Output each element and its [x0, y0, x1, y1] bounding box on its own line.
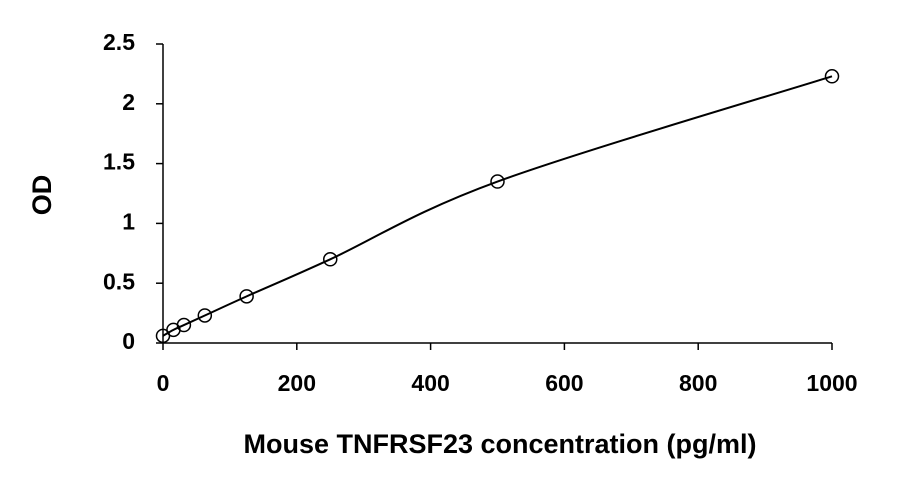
y-tick-label: 1.5 [103, 149, 135, 175]
x-tick-label: 0 [157, 370, 170, 396]
data-point [490, 174, 505, 189]
x-tick-label: 400 [411, 370, 449, 396]
x-tick-label: 800 [679, 370, 717, 396]
x-tick-label: 600 [545, 370, 583, 396]
y-tick-label: 0.5 [103, 268, 135, 294]
data-point [197, 308, 213, 323]
y-tick-label: 0 [122, 328, 135, 354]
data-point [176, 317, 192, 333]
y-tick-label: 1 [122, 208, 135, 234]
data-point [323, 252, 338, 267]
y-tick-label: 2.5 [103, 29, 135, 55]
data-point [824, 69, 840, 84]
x-axis-title: Mouse TNFRSF23 concentration (pg/ml) [243, 429, 756, 459]
y-tick-label: 2 [122, 89, 135, 115]
fit-curve [162, 75, 833, 337]
data-point [239, 289, 254, 304]
x-tick-label: 1000 [806, 370, 857, 396]
x-tick-label: 200 [278, 370, 316, 396]
y-axis-title: OD [27, 175, 57, 216]
